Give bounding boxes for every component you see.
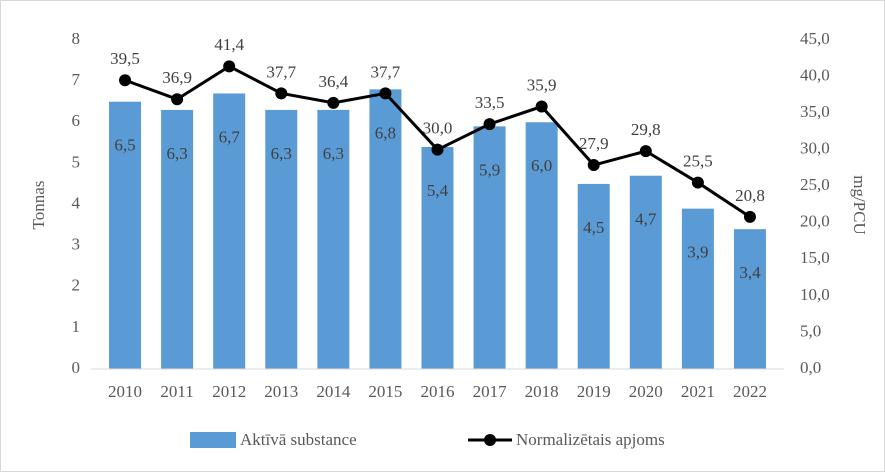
x-tick-label: 2018	[525, 382, 559, 401]
y2-tick-label: 30,0	[800, 139, 830, 158]
y2-tick-label: 5,0	[800, 321, 821, 340]
bar	[109, 101, 142, 369]
x-tick-label: 2019	[577, 382, 611, 401]
legend-label: Normalizētais apjoms	[516, 430, 665, 449]
y-tick-label: 6	[72, 111, 81, 130]
line-data-label: 30,0	[423, 119, 453, 138]
x-tick-label: 2020	[629, 382, 663, 401]
y2-tick-label: 45,0	[800, 29, 830, 48]
line-marker	[275, 87, 288, 100]
x-tick-label: 2014	[316, 382, 351, 401]
line-data-label: 35,9	[527, 75, 557, 94]
line-data-label: 37,7	[266, 62, 296, 81]
bar-data-label: 6,3	[323, 144, 344, 163]
bar	[421, 146, 454, 369]
x-tick-label: 2016	[421, 382, 455, 401]
y-tick-label: 8	[72, 29, 81, 48]
line-marker	[639, 145, 652, 158]
y2-tick-label: 25,0	[800, 175, 830, 194]
bar	[317, 109, 350, 369]
bar	[681, 208, 714, 369]
line-data-label: 33,5	[475, 93, 505, 112]
line-data-label: 37,7	[371, 62, 401, 81]
y-axis-title: Tonnas	[29, 181, 48, 230]
bar-data-label: 6,5	[114, 136, 135, 155]
bar-data-label: 5,9	[479, 160, 500, 179]
bar	[265, 109, 298, 369]
bar	[369, 89, 402, 369]
bar	[733, 229, 766, 369]
bar	[473, 126, 506, 369]
bar	[629, 175, 662, 369]
line-marker	[223, 60, 236, 73]
bar-data-label: 6,0	[531, 156, 552, 175]
x-tick-label: 2022	[733, 382, 767, 401]
line-marker	[379, 87, 392, 100]
line-marker	[535, 100, 548, 113]
y-tick-label: 4	[72, 193, 81, 212]
y-tick-label: 2	[72, 276, 81, 295]
bar-data-label: 4,5	[583, 218, 604, 237]
line-marker	[587, 159, 600, 172]
bar	[525, 122, 558, 369]
y2-tick-label: 10,0	[800, 285, 830, 304]
y-tick-label: 5	[72, 152, 81, 171]
line-data-label: 27,9	[579, 134, 609, 153]
x-tick-label: 2012	[212, 382, 246, 401]
y2-axis-title: mg/PCU	[850, 175, 869, 235]
x-tick-label: 2017	[473, 382, 508, 401]
line-marker	[171, 93, 184, 106]
legend-swatch	[190, 432, 236, 448]
line-marker	[327, 96, 340, 109]
x-tick-label: 2015	[368, 382, 402, 401]
line-marker	[483, 118, 496, 131]
bar-data-label: 6,3	[166, 144, 187, 163]
line-data-label: 41,4	[214, 35, 244, 54]
line-data-label: 29,8	[631, 120, 661, 139]
line-marker	[119, 74, 132, 87]
legend-marker	[484, 434, 496, 446]
bar-data-label: 6,7	[219, 127, 241, 146]
bar	[161, 109, 194, 369]
y2-tick-label: 0,0	[800, 358, 821, 377]
line-data-label: 36,4	[318, 72, 348, 91]
bar-data-label: 6,8	[375, 123, 396, 142]
line-marker	[691, 176, 704, 189]
bar-data-label: 3,4	[739, 263, 761, 282]
bar	[213, 93, 246, 370]
line-data-label: 39,5	[110, 49, 140, 68]
line-data-label: 20,8	[735, 186, 765, 205]
line-data-label: 36,9	[162, 68, 192, 87]
legend-label: Aktīvā substance	[240, 430, 357, 449]
bar-data-label: 6,3	[271, 144, 292, 163]
x-tick-label: 2010	[108, 382, 142, 401]
bar-data-label: 4,7	[635, 210, 657, 229]
y2-tick-label: 20,0	[800, 212, 830, 231]
y2-tick-label: 35,0	[800, 102, 830, 121]
y2-tick-label: 40,0	[800, 65, 830, 84]
bar	[577, 183, 610, 369]
x-tick-label: 2011	[160, 382, 193, 401]
bar-data-label: 3,9	[687, 243, 708, 262]
x-tick-label: 2013	[264, 382, 298, 401]
y-tick-label: 7	[72, 70, 81, 89]
line-marker	[743, 210, 756, 223]
x-tick-label: 2021	[681, 382, 715, 401]
line-marker	[431, 143, 444, 156]
y-tick-label: 3	[72, 235, 81, 254]
bar-data-label: 5,4	[427, 181, 449, 200]
y-tick-label: 1	[72, 317, 81, 336]
y-tick-label: 0	[72, 358, 81, 377]
line-data-label: 25,5	[683, 151, 713, 170]
y2-tick-label: 15,0	[800, 248, 830, 267]
